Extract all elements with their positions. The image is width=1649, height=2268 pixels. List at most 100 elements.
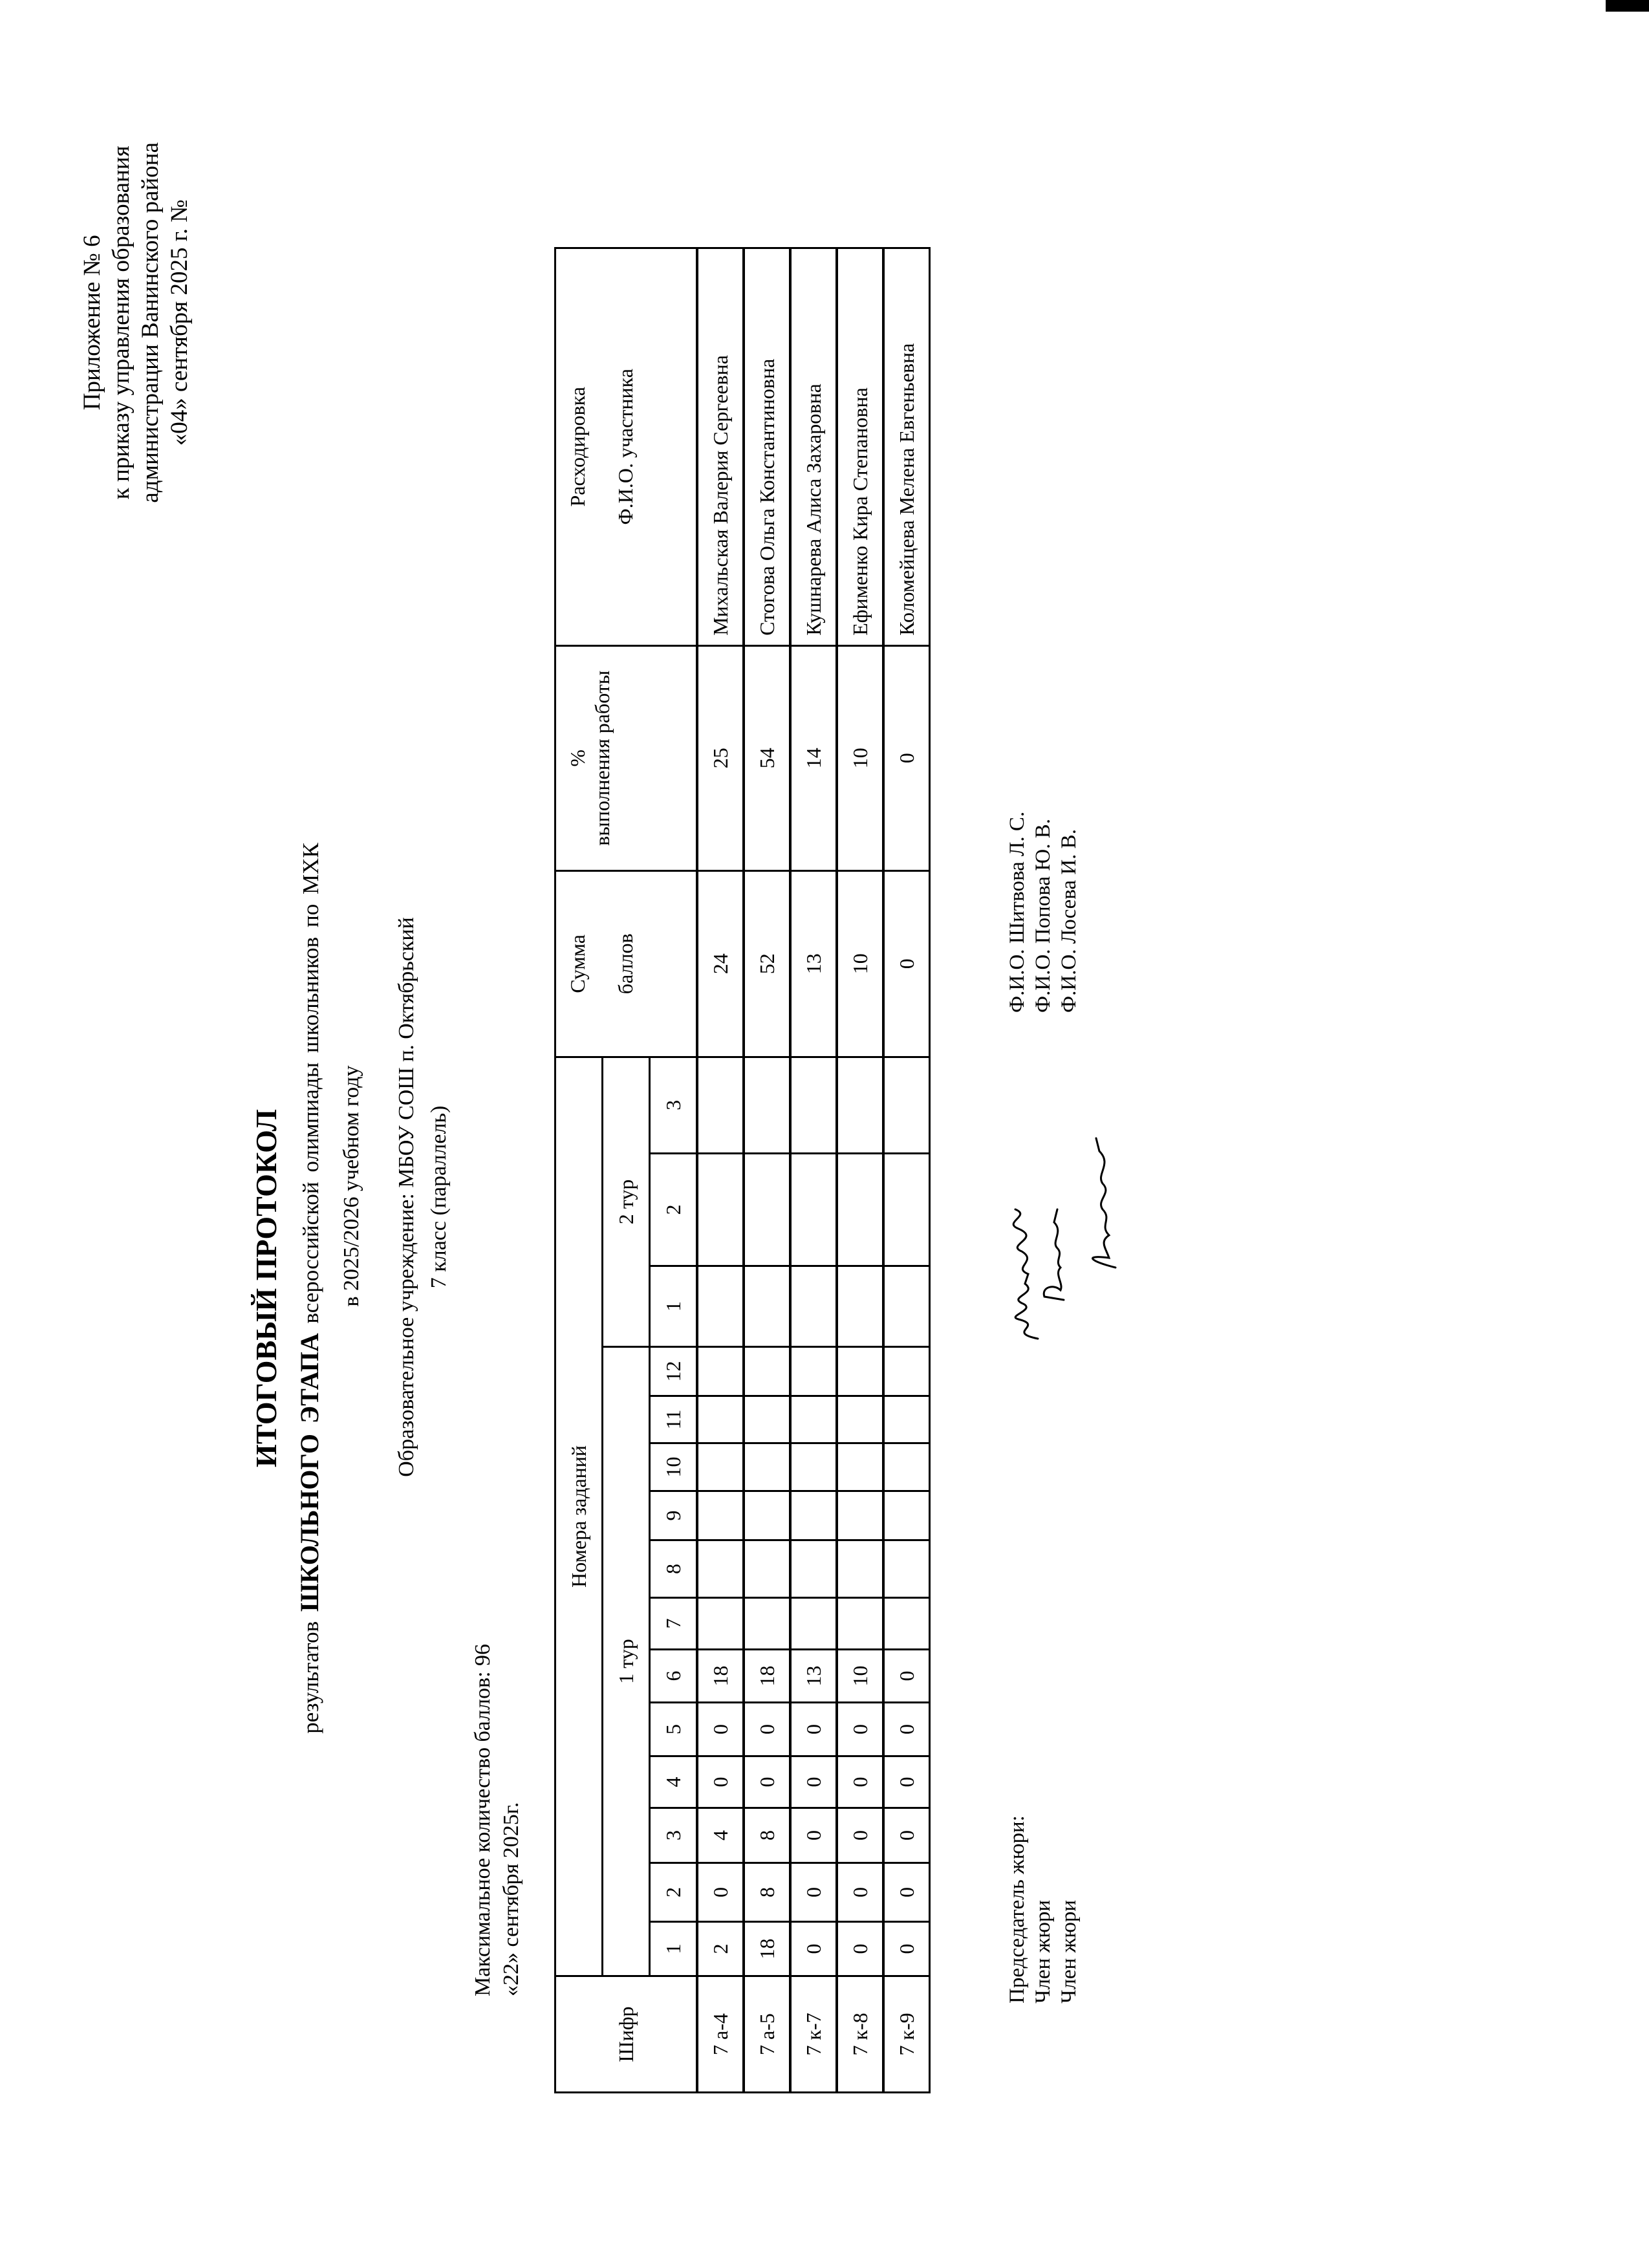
cell-round1-score: 0 <box>837 1756 883 1808</box>
cell-round1-score <box>744 1346 790 1396</box>
header-name: Расходировка Ф.И.О. участника <box>555 248 697 646</box>
task-number-round1: 3 <box>649 1808 697 1863</box>
cell-round1-score <box>744 1491 790 1540</box>
cell-round1-score: 0 <box>697 1863 744 1922</box>
cell-cipher: 7 к-9 <box>883 1976 930 2093</box>
cell-name: Стогова Ольга Константиновна <box>744 248 790 646</box>
table-row: 7 а-5 18 8 8 0 0 18 52 54 Стогова Ольга Константи… <box>744 248 790 2093</box>
cell-round2-score <box>837 1266 883 1347</box>
task-number-round1: 9 <box>649 1491 697 1540</box>
cell-name: Ефименко Кира Степановна <box>837 248 883 646</box>
jury-role: Член жюри <box>1031 1899 1055 2003</box>
cell-round1-score <box>790 1540 837 1598</box>
task-number-round1: 10 <box>649 1443 697 1491</box>
cell-round1-score <box>883 1491 930 1540</box>
header-round2: 2 тур <box>602 1057 650 1347</box>
appendix-line: «04» сентября 2025 г. № <box>166 199 193 446</box>
results-table: Шифр Номера заданий Сумма баллов % выпол… <box>554 247 931 2093</box>
cell-round1-score: 0 <box>790 1756 837 1808</box>
table-row: 7 к-8 0 0 0 0 0 10 10 10 Ефименко Кира Степановна <box>837 248 883 2093</box>
appendix-line: Приложение № 6 <box>79 235 105 411</box>
scan-mark <box>1606 0 1649 12</box>
header-name-line: Ф.И.О. участника <box>614 369 637 525</box>
cell-round1-score: 0 <box>883 1756 930 1808</box>
signature-loseva <box>1092 1137 1117 1269</box>
task-number-round2: 1 <box>649 1266 697 1347</box>
cell-round1-score: 0 <box>697 1702 744 1756</box>
cell-name: Михальская Валерия Сергеевна <box>697 248 744 646</box>
jury-name: Ф.И.О. Попова Ю. В. <box>1031 819 1055 1013</box>
cell-round1-score <box>697 1396 744 1443</box>
cell-round1-score <box>837 1491 883 1540</box>
cell-round1-score <box>744 1396 790 1443</box>
cell-name: Кушнарева Алиса Захаровна <box>790 248 837 646</box>
cell-round2-score <box>883 1153 930 1266</box>
cell-round1-score: 8 <box>744 1863 790 1922</box>
class-level: 7 класс (параллель) <box>427 1105 451 1289</box>
cell-round1-score <box>883 1597 930 1650</box>
cell-round1-score: 0 <box>744 1756 790 1808</box>
cell-round2-score <box>790 1057 837 1154</box>
cell-round1-score <box>790 1396 837 1443</box>
cell-round1-score: 0 <box>883 1808 930 1863</box>
cell-round1-score <box>697 1540 744 1598</box>
header-percent-line: % <box>566 749 589 767</box>
cell-round1-score: 0 <box>837 1808 883 1863</box>
cell-round1-score: 0 <box>837 1921 883 1976</box>
cell-round1-score <box>883 1443 930 1491</box>
task-number-round1: 12 <box>649 1346 697 1396</box>
cell-round1-score: 0 <box>790 1921 837 1976</box>
cell-percent: 0 <box>883 645 930 871</box>
task-number-round1: 6 <box>649 1649 697 1703</box>
cell-round1-score: 8 <box>744 1808 790 1863</box>
cell-round1-score <box>744 1443 790 1491</box>
signature-shitvova <box>1012 1208 1039 1340</box>
cell-round1-score <box>790 1346 837 1396</box>
cell-round1-score <box>790 1491 837 1540</box>
cell-round1-score <box>883 1346 930 1396</box>
protocol-date: «22» сентября 2025г. <box>499 1802 523 1996</box>
cell-round1-score: 0 <box>744 1702 790 1756</box>
cell-round1-score: 0 <box>790 1702 837 1756</box>
subtitle-pre: результатов <box>298 1621 323 1734</box>
cell-round1-score: 0 <box>837 1863 883 1922</box>
cell-percent: 14 <box>790 645 837 871</box>
cell-round1-score <box>744 1540 790 1598</box>
cell-round2-score <box>790 1153 837 1266</box>
task-number-round1: 11 <box>649 1396 697 1443</box>
cell-round1-score: 0 <box>790 1863 837 1922</box>
cell-round1-score <box>697 1491 744 1540</box>
header-tasks: Номера заданий <box>555 1057 603 1976</box>
task-number-round1: 4 <box>649 1756 697 1808</box>
document-subtitle: результатов ШКОЛЬНОГО ЭТАПА всероссийско… <box>294 308 325 2268</box>
task-number-round2: 2 <box>649 1153 697 1266</box>
cell-round1-score <box>837 1346 883 1396</box>
cell-round1-score <box>883 1396 930 1443</box>
cell-round1-score: 0 <box>883 1649 930 1703</box>
cell-round1-score: 0 <box>883 1921 930 1976</box>
task-number-round1: 2 <box>649 1863 697 1922</box>
table-row: 7 к-9 0 0 0 0 0 0 0 0 Коломейцева Мелена Евгеньев… <box>883 248 930 2093</box>
cell-sum: 24 <box>697 870 744 1057</box>
header-name-line: Расходировка <box>566 387 589 507</box>
cell-round1-score <box>697 1443 744 1491</box>
cell-round1-score <box>883 1540 930 1598</box>
header-row: Шифр Номера заданий Сумма баллов % выпол… <box>555 248 697 2093</box>
table-row: 7 а-4 2 0 4 0 0 18 24 25 Михальская Валерия Серге… <box>697 248 744 2093</box>
cell-round2-score <box>697 1153 744 1266</box>
cell-round1-score <box>837 1443 883 1491</box>
task-number-round1: 1 <box>649 1921 697 1976</box>
document-title: ИТОГОВЫЙ ПРОТОКОЛ <box>250 1109 283 1467</box>
task-number-round1: 5 <box>649 1702 697 1756</box>
cell-round1-score: 0 <box>790 1808 837 1863</box>
jury-signatures <box>1012 1137 1117 1340</box>
jury-name: Ф.И.О. Лосева И. В. <box>1057 829 1081 1013</box>
cell-cipher: 7 а-4 <box>697 1976 744 2093</box>
cell-round2-score <box>697 1266 744 1347</box>
header-sum-line: Сумма <box>566 934 589 993</box>
cell-round1-score: 0 <box>697 1756 744 1808</box>
cell-round2-score <box>697 1057 744 1154</box>
subtitle-stage: ШКОЛЬНОГО ЭТАПА <box>295 1333 324 1612</box>
cell-round1-score: 18 <box>697 1649 744 1703</box>
